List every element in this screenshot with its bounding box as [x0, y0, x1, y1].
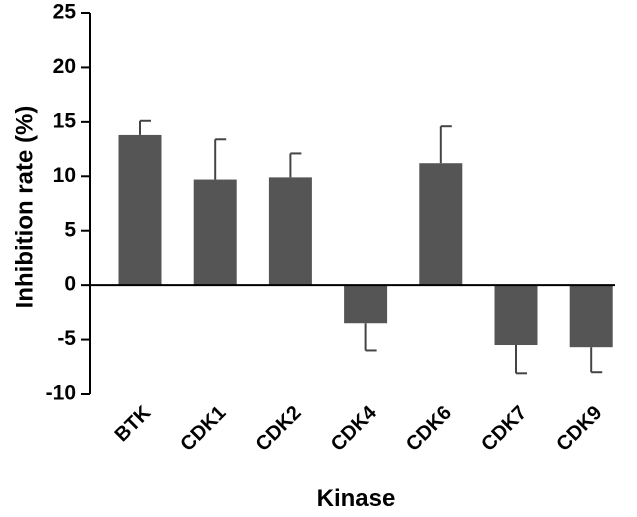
- error-bar-cdk7: [515, 345, 527, 375]
- x-tick-label-cdk9: CDK9: [552, 402, 606, 456]
- x-tick-label-cdk1: CDK1: [176, 402, 230, 456]
- y-axis-title: Inhibition rate (%): [11, 106, 38, 309]
- error-bar-cdk1: [214, 138, 227, 180]
- x-tick-label-btk: BTK: [111, 401, 156, 446]
- x-tick-label-cdk7: CDK7: [477, 402, 531, 456]
- x-tick-label-cdk2: CDK2: [252, 402, 306, 456]
- y-tick-label: -10: [46, 382, 76, 405]
- y-tick-label: 5: [64, 218, 76, 241]
- y-tick-label: 15: [53, 109, 77, 132]
- y-tick-label: 10: [53, 164, 76, 187]
- x-axis-title: Kinase: [317, 485, 396, 512]
- bar-cdk1: [193, 179, 237, 286]
- bar-btk: [118, 134, 162, 286]
- bar-cdk2: [268, 177, 312, 286]
- bar-cdk6: [419, 163, 463, 286]
- y-tick-label: 25: [53, 1, 77, 24]
- error-bar-cdk9: [590, 347, 603, 374]
- y-ticks: 25 20 15 10 5 0 -5 -10: [46, 1, 90, 405]
- error-bar-cdk2: [289, 152, 302, 178]
- error-bars-layer: [139, 119, 603, 375]
- error-bar-cdk4: [364, 323, 377, 352]
- x-tick-label-cdk4: CDK4: [327, 401, 382, 456]
- bar-cdk7: [494, 285, 538, 346]
- error-bar-cdk6: [439, 125, 452, 164]
- x-tick-labels: BTK CDK1 CDK2 CDK4 CDK6 CDK7 CDK9: [111, 401, 607, 456]
- y-tick-label: 0: [64, 273, 76, 296]
- x-tick-label-cdk6: CDK6: [402, 402, 456, 456]
- y-tick-label: -5: [57, 327, 76, 350]
- y-tick-label: 20: [53, 55, 76, 78]
- error-bar-btk: [139, 119, 151, 135]
- bars-layer: [118, 134, 613, 348]
- bar-cdk4: [344, 285, 388, 324]
- bar-cdk9: [569, 285, 613, 348]
